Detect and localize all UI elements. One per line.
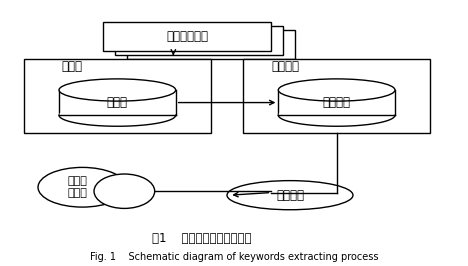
Circle shape — [94, 174, 155, 209]
Ellipse shape — [227, 181, 353, 210]
Text: 特征词集: 特征词集 — [276, 189, 304, 202]
Text: Fig. 1    Schematic diagram of keywords extracting process: Fig. 1 Schematic diagram of keywords ext… — [90, 252, 378, 262]
Text: 构件标
识集合: 构件标 识集合 — [68, 176, 88, 198]
Text: 语义本体: 语义本体 — [322, 96, 351, 109]
Bar — [103, 22, 271, 51]
Text: 图1    特征词提取过程示意图: 图1 特征词提取过程示意图 — [152, 232, 251, 245]
Bar — [243, 59, 430, 133]
Bar — [24, 59, 211, 133]
Ellipse shape — [59, 79, 176, 101]
Ellipse shape — [59, 104, 176, 126]
Text: 语义扩展: 语义扩展 — [271, 60, 300, 73]
Text: 分词器: 分词器 — [61, 60, 82, 73]
Ellipse shape — [38, 167, 127, 207]
Ellipse shape — [278, 104, 395, 126]
FancyBboxPatch shape — [59, 90, 176, 115]
Bar — [127, 30, 295, 59]
FancyBboxPatch shape — [278, 90, 395, 115]
Bar — [115, 26, 283, 55]
Ellipse shape — [278, 79, 395, 101]
Text: 停用词: 停用词 — [107, 96, 128, 109]
Text: 构件描述文档: 构件描述文档 — [166, 30, 208, 43]
